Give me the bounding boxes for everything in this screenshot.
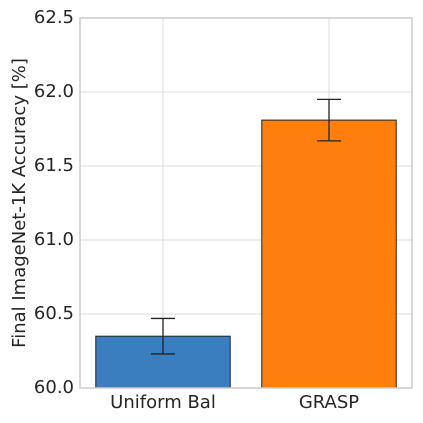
error-bar bbox=[151, 317, 175, 355]
plot-frame bbox=[79, 17, 413, 389]
bar bbox=[261, 119, 397, 389]
y-tick-label: 62.5 bbox=[34, 7, 74, 28]
y-tick-label: 62.0 bbox=[34, 81, 74, 102]
y-axis-label: Final ImageNet-1K Accuracy [%] bbox=[9, 58, 30, 348]
y-tick-label: 61.5 bbox=[34, 155, 74, 176]
x-tick-label: Uniform Bal bbox=[110, 392, 216, 413]
y-tick-label: 60.0 bbox=[34, 377, 74, 398]
y-tick-label: 60.5 bbox=[34, 303, 74, 324]
error-bar bbox=[317, 98, 341, 142]
y-tick-label: 61.0 bbox=[34, 229, 74, 250]
x-tick-label: GRASP bbox=[299, 392, 359, 413]
